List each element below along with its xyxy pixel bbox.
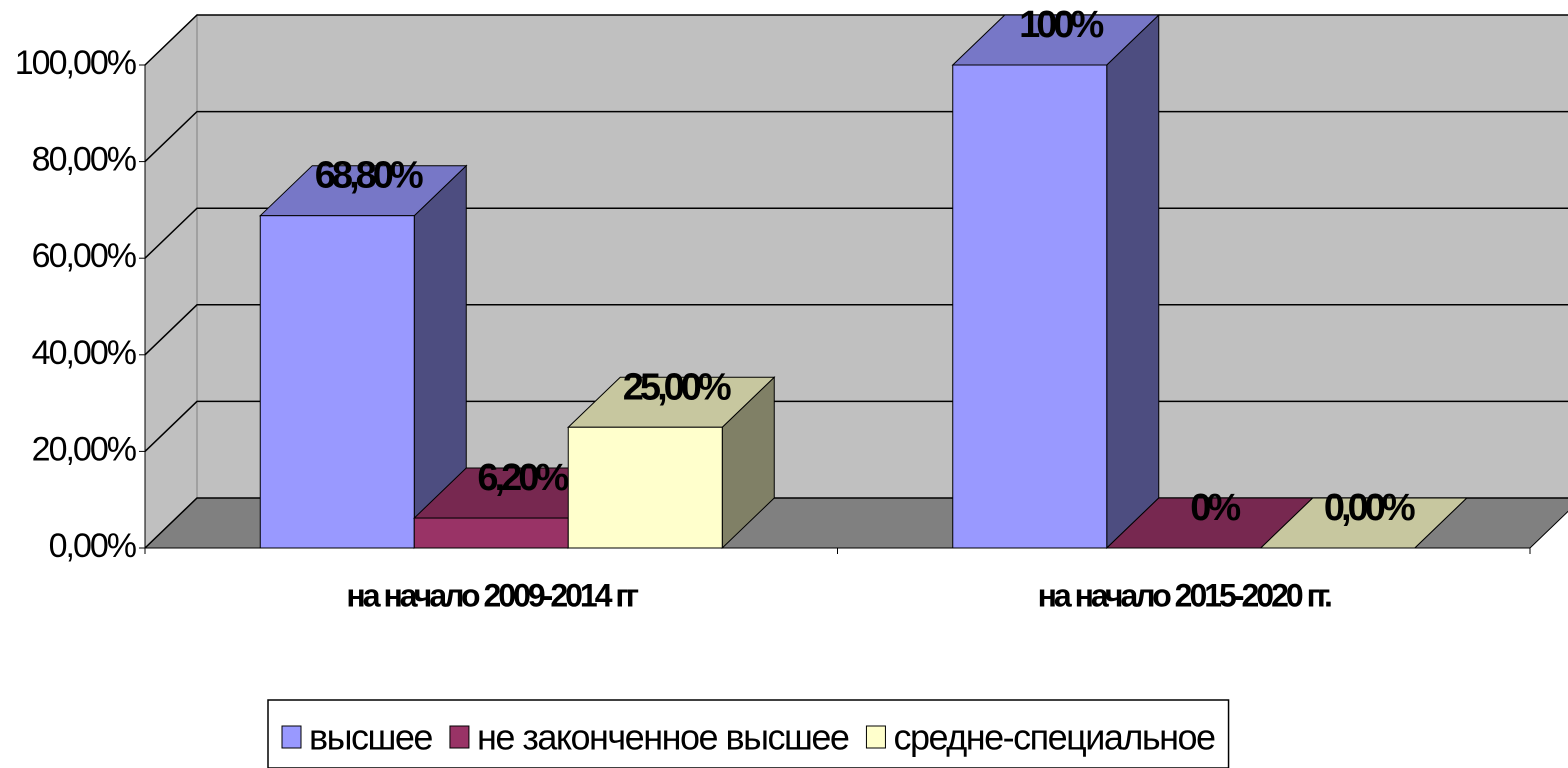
chart: 0,00% 20,00% 40,00% 60,00% 80,00% 100,00% на н… [0,0,1568,768]
legend-swatch [450,726,469,748]
data-label: 0% [1190,487,1240,529]
data-label: 25,00% [623,366,731,408]
y-tick-label: 60,00% [32,237,137,275]
data-label: 68,80% [315,155,423,197]
legend-swatch [866,726,885,748]
side-wall [145,15,197,548]
data-label: 100% [1019,4,1103,46]
y-tick-label: 100,00% [15,44,137,82]
y-tick-label: 0,00% [49,527,137,565]
x-tick-label: на начало 2009-2014 гг [346,577,638,613]
x-tick-label: на начало 2015-2020 гг. [1038,577,1331,613]
legend-label: средне-специальное [893,717,1215,758]
bar [414,518,568,548]
y-tick-label: 80,00% [32,141,137,179]
y-tick-label: 20,00% [32,430,137,468]
bar [260,216,414,548]
y-tick-label: 40,00% [32,334,137,372]
bar [953,65,1107,548]
legend-swatch [282,726,301,748]
legend-label: высшее [309,717,432,758]
legend-label: не законченное высшее [477,717,849,758]
data-label: 6,20% [477,457,568,499]
data-label: 0,00% [1324,487,1415,529]
legend: высшее не законченное высшее средне-специа… [268,700,1229,768]
bar [568,427,722,548]
bar-side [1107,15,1159,548]
